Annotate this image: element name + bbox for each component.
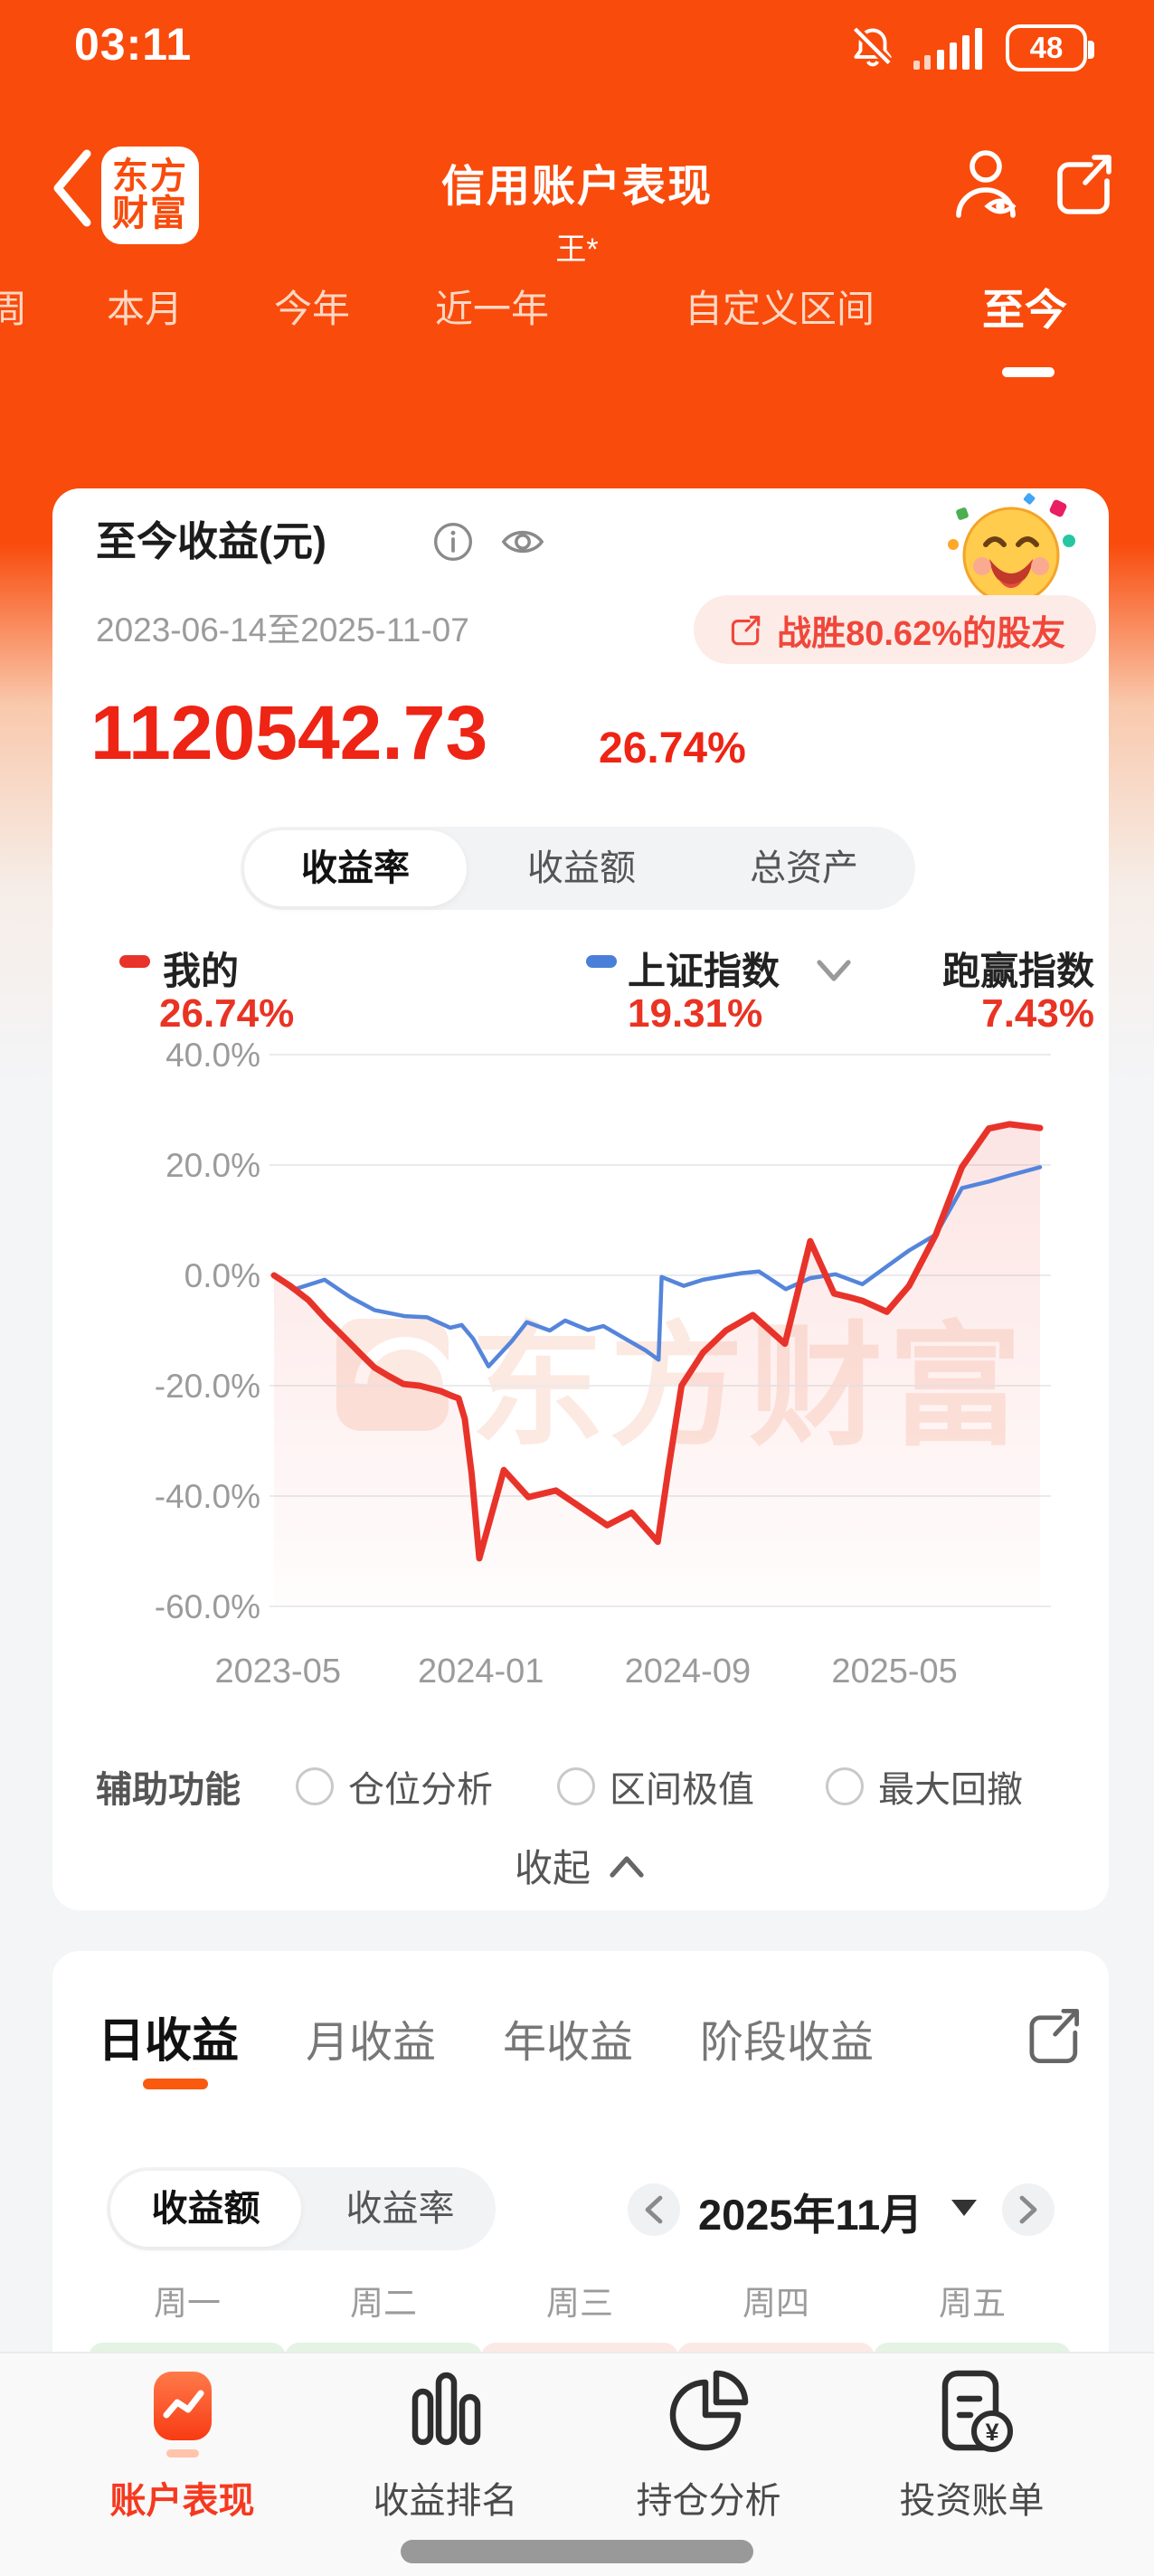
legend-mine-value: 26.74%: [159, 991, 295, 1036]
profit-line-chart[interactable]: 40.0% 20.0% 0.0% -20.0% -40.0% -60.0% 2023-05 2…: [0, 1013, 1154, 1719]
svg-text:¥: ¥: [985, 2419, 998, 2446]
account-name: 王*: [555, 232, 599, 267]
svg-text:40.0%: 40.0%: [166, 1037, 260, 1074]
period-tab-year[interactable]: 今年: [274, 288, 351, 330]
month-selector[interactable]: 2025年11月: [698, 2191, 923, 2239]
tab-period-profit[interactable]: 阶段收益: [700, 2019, 875, 2067]
badge-share-icon: [724, 610, 764, 650]
nav-position-analysis[interactable]: 持仓分析: [577, 2353, 840, 2576]
nav-profit-ranking[interactable]: 收益排名: [314, 2353, 577, 2576]
chevron-up-icon: [610, 1855, 644, 1878]
month-dropdown-caret[interactable]: [951, 2200, 977, 2216]
weekday-fri: 周五: [939, 2285, 1006, 2322]
tab-monthly-profit[interactable]: 月收益: [306, 2019, 437, 2067]
weekday-tue: 周二: [350, 2285, 417, 2322]
svg-text:-60.0%: -60.0%: [155, 1588, 260, 1625]
total-profit-value: 1120542.73: [90, 690, 488, 775]
legend-outperform-label: 跑赢指数: [941, 950, 1094, 992]
total-profit-percent: 26.74%: [599, 724, 746, 772]
profit-title: 至今收益(元): [96, 518, 326, 564]
status-icons: 48: [848, 24, 1094, 72]
metric-segmented-control: 收益率 收益额 总资产: [241, 827, 915, 910]
app-logo: 东方 财富: [101, 147, 199, 244]
weekday-wed: 周三: [546, 2285, 613, 2322]
aux-functions-label: 辅助功能: [96, 1770, 241, 1810]
index-dropdown-icon[interactable]: [814, 953, 854, 986]
period-tab-alltime[interactable]: 至今: [982, 286, 1067, 334]
invest-bill-icon: ¥: [941, 2370, 1013, 2452]
signal-strength-icon: [913, 24, 989, 71]
aux-option-drawdown[interactable]: 最大回撤: [826, 1760, 1023, 1813]
profit-ranking-icon: [411, 2372, 480, 2446]
aux-option-position[interactable]: 仓位分析: [296, 1760, 493, 1813]
period-tab-month[interactable]: 本月: [107, 288, 184, 330]
collapse-button[interactable]: 收起: [52, 1838, 1109, 1893]
metric-tab-amount[interactable]: 收益额: [527, 848, 636, 888]
svg-text:2024-09: 2024-09: [625, 1653, 751, 1690]
radio-icon[interactable]: [557, 1767, 595, 1805]
nav-account-performance[interactable]: 账户表现: [51, 2353, 314, 2576]
share-page-icon[interactable]: [1047, 147, 1116, 223]
battery-indicator: 48: [1006, 24, 1094, 71]
share-daily-icon[interactable]: [1020, 2001, 1083, 2071]
svg-text:-40.0%: -40.0%: [155, 1478, 260, 1515]
period-tab-1year[interactable]: 近一年: [435, 288, 550, 330]
next-month-button[interactable]: [1002, 2183, 1055, 2236]
metric-tab-rate[interactable]: 收益率: [244, 830, 467, 906]
page-title: 信用账户表现: [440, 163, 713, 211]
legend-mine-dash: [119, 955, 150, 968]
radio-icon[interactable]: [296, 1767, 334, 1805]
daily-mode-segmented: 收益额 收益率: [107, 2167, 496, 2250]
account-performance-icon: [153, 2372, 212, 2458]
radio-icon[interactable]: [826, 1767, 864, 1805]
legend-mine-label: 我的: [163, 950, 240, 992]
tab-yearly-profit[interactable]: 年收益: [503, 2019, 634, 2067]
celebration-emoji: [942, 490, 1078, 615]
profit-summary-card: [52, 488, 1109, 1910]
legend-outperform-value: 7.43%: [981, 991, 1094, 1036]
aux-option-extremes[interactable]: 区间极值: [557, 1760, 754, 1813]
weekday-mon: 周一: [154, 2285, 221, 2322]
svg-text:2024-01: 2024-01: [418, 1653, 544, 1690]
status-time: 03:11: [74, 19, 193, 70]
mode-tab-amount[interactable]: 收益额: [110, 2171, 301, 2247]
period-tab-week[interactable]: 周: [0, 288, 28, 330]
mode-tab-rate[interactable]: 收益率: [345, 2189, 455, 2229]
back-button[interactable]: [43, 143, 101, 233]
daily-tab-indicator: [143, 2079, 208, 2089]
legend-index-value: 19.31%: [628, 991, 763, 1036]
profile-eye-icon[interactable]: [951, 147, 1020, 223]
prev-month-button[interactable]: [628, 2183, 680, 2236]
eye-icon[interactable]: [499, 521, 544, 563]
bottom-navigation: 账户表现 收益排名 持仓分析 ¥ 投资账单: [0, 2352, 1154, 2576]
svg-text:0.0%: 0.0%: [184, 1257, 260, 1294]
svg-text:2025-05: 2025-05: [831, 1653, 957, 1690]
period-tab-custom[interactable]: 自定义区间: [685, 288, 875, 330]
legend-index-dash: [586, 955, 617, 968]
svg-text:20.0%: 20.0%: [166, 1147, 260, 1184]
notification-off-icon: [848, 24, 897, 72]
position-analysis-icon: [669, 2370, 748, 2451]
date-range: 2023-06-14至2025-11-07: [96, 611, 469, 649]
beat-percent-badge[interactable]: 战胜80.62%的股友: [694, 595, 1096, 664]
weekday-thu: 周四: [743, 2285, 809, 2322]
tab-daily-profit[interactable]: 日收益: [98, 2015, 240, 2068]
svg-text:2023-05: 2023-05: [215, 1653, 341, 1690]
info-icon[interactable]: [432, 521, 474, 563]
home-indicator[interactable]: [401, 2540, 753, 2563]
svg-text:-20.0%: -20.0%: [155, 1368, 260, 1405]
legend-index-label[interactable]: 上证指数: [628, 950, 780, 992]
period-tab-indicator: [1002, 367, 1055, 377]
nav-invest-bill[interactable]: ¥ 投资账单: [840, 2353, 1103, 2576]
metric-tab-assets[interactable]: 总资产: [750, 848, 858, 888]
